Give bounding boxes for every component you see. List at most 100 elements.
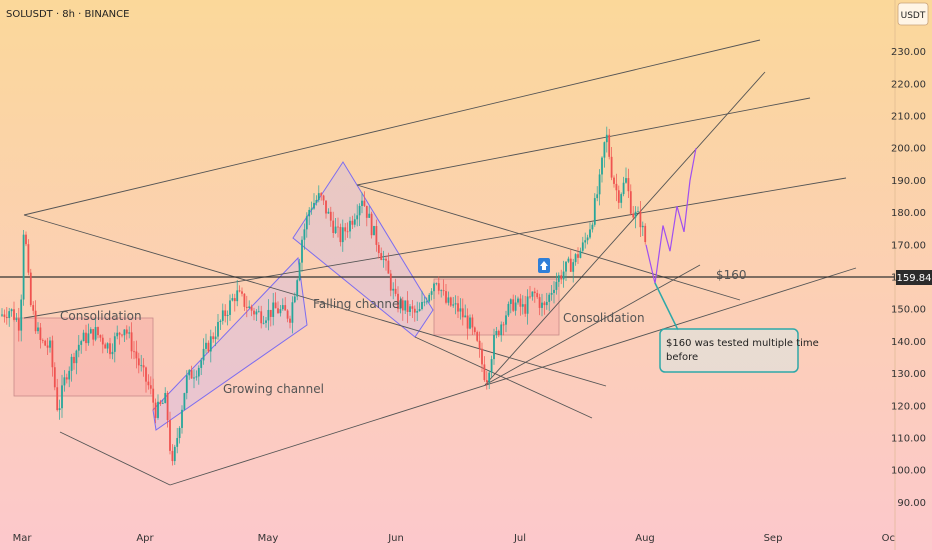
current-price-tag: 159.84 xyxy=(896,270,932,285)
candle-body xyxy=(176,438,179,447)
candle-body xyxy=(322,195,325,201)
candle-body xyxy=(373,226,375,236)
candle-body xyxy=(488,372,491,383)
candle-body xyxy=(13,309,15,320)
candle-body xyxy=(404,300,407,311)
candle-body xyxy=(569,258,572,272)
price-tick-label: 220.00 xyxy=(891,79,926,90)
candle-body xyxy=(325,200,327,214)
candle-body xyxy=(205,342,207,349)
candle-body xyxy=(442,290,445,292)
candle-body xyxy=(418,309,421,312)
candle-body xyxy=(514,302,517,311)
candle-body xyxy=(593,198,596,225)
candle-body xyxy=(615,183,618,191)
candle-body xyxy=(221,310,224,321)
price-tick-label: 230.00 xyxy=(891,47,926,58)
time-axis[interactable]: Mar Apr May Jun Jul Aug Sep Oc xyxy=(13,533,895,544)
candle-body xyxy=(262,322,265,324)
candle-body xyxy=(109,343,111,355)
candle-body xyxy=(53,367,56,388)
time-tick-label: Aug xyxy=(635,533,655,544)
candle-body xyxy=(22,234,25,300)
candle-body xyxy=(10,309,13,312)
candle-body xyxy=(567,258,570,262)
candle-body xyxy=(394,288,397,294)
currency-button[interactable]: USDT xyxy=(897,2,929,26)
candle-body xyxy=(425,301,428,303)
candle-body xyxy=(5,316,8,319)
candle-body xyxy=(133,351,135,353)
candle-body xyxy=(296,280,299,297)
candle-body xyxy=(37,327,39,332)
candle-body xyxy=(289,318,291,323)
candle-body xyxy=(548,294,551,302)
candle-body xyxy=(39,327,42,340)
candle-body xyxy=(557,275,560,282)
candle-body xyxy=(603,142,606,158)
candle-body xyxy=(490,359,493,373)
candle-body xyxy=(75,350,78,364)
candle-body xyxy=(409,306,411,312)
candle-body xyxy=(277,308,279,314)
candle-body xyxy=(509,299,512,304)
candle-body xyxy=(140,365,143,367)
candle-body xyxy=(181,409,183,428)
candle-body xyxy=(536,293,539,298)
candle-body xyxy=(358,205,361,216)
candle-body xyxy=(281,305,284,310)
candle-body xyxy=(284,305,287,311)
candle-body xyxy=(550,292,553,295)
candle-body xyxy=(183,393,186,410)
candle-body xyxy=(310,208,313,210)
candle-body xyxy=(113,336,116,352)
candle-body xyxy=(118,332,121,335)
candle-body xyxy=(56,387,59,411)
candle-body xyxy=(461,308,464,318)
candle-body xyxy=(387,260,390,274)
annotation-falling-channel: Falling channel xyxy=(313,297,403,311)
candle-body xyxy=(370,213,373,236)
candle-body xyxy=(353,219,356,225)
candle-body xyxy=(591,224,594,230)
candle-body xyxy=(435,283,438,285)
candle-body xyxy=(577,254,579,258)
price-tick-label: 110.00 xyxy=(891,434,926,445)
candle-body xyxy=(632,213,635,218)
candle-body xyxy=(315,200,318,203)
candle-body xyxy=(65,377,68,380)
callout-pointer xyxy=(654,282,679,331)
candle-body xyxy=(87,333,90,344)
candle-body xyxy=(562,271,565,280)
time-tick-label: May xyxy=(258,533,279,544)
candle-body xyxy=(581,242,584,251)
candle-body xyxy=(193,377,195,379)
candle-body xyxy=(524,304,527,314)
candle-body xyxy=(574,254,577,263)
price-tick-label: 210.00 xyxy=(891,112,926,123)
candle-body xyxy=(229,300,231,315)
candle-body xyxy=(483,364,486,381)
candle-body xyxy=(178,427,181,439)
time-tick-label: Jul xyxy=(513,533,526,544)
candle-body xyxy=(217,322,219,337)
time-tick-label: Mar xyxy=(13,533,33,544)
candle-body xyxy=(526,296,529,314)
candle-body xyxy=(97,327,99,336)
candle-body xyxy=(421,301,423,310)
price-tick-label: 190.00 xyxy=(891,176,926,187)
candle-body xyxy=(629,191,632,214)
candle-body xyxy=(27,244,30,273)
candle-body xyxy=(269,309,272,317)
price-tick-label: 100.00 xyxy=(891,466,926,477)
candle-body xyxy=(497,330,500,336)
candle-body xyxy=(298,262,301,281)
candle-body xyxy=(533,291,536,294)
candle-body xyxy=(608,134,611,157)
candle-body xyxy=(101,337,104,345)
candle-body xyxy=(639,211,642,228)
candle-body xyxy=(111,351,114,355)
candle-body xyxy=(644,225,647,243)
candle-body xyxy=(440,290,443,292)
